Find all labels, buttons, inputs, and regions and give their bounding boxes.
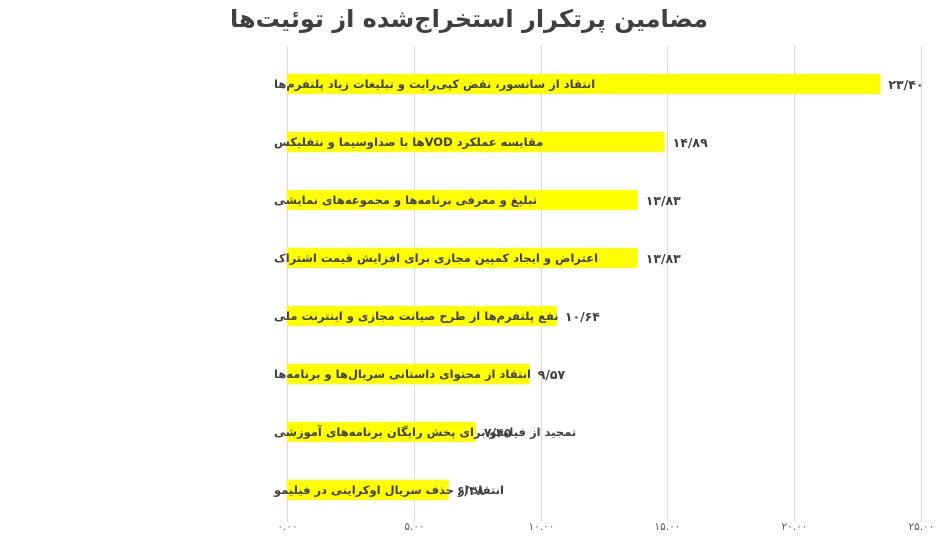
category-label: انتقاد از سانسور، نقض کپی‌رایت و تبلیغات… (274, 77, 595, 92)
x-tick-label: ۲۰.۰۰ (782, 521, 808, 533)
category-labels: انتقاد از سانسور، نقض کپی‌رایت و تبلیغات… (273, 77, 598, 498)
value-label: ۱۳/۸۳ (646, 193, 681, 208)
value-labels: ۲۳/۴۰ ۱۴/۸۹ ۱۳/۸۳ ۱۳/۸۳ ۱۰/۶۴ ۹/۵۷ ۷/۴۵ ۶/۳۸ (457, 77, 924, 498)
value-label: ۶/۳۸ (457, 483, 485, 498)
bar (287, 190, 638, 210)
value-label: ۷/۴۵ (484, 425, 512, 440)
bar (287, 248, 638, 268)
x-tick-label: ۰.۰۰ (277, 521, 297, 533)
bar (287, 480, 449, 500)
category-label: نفع پلتفرم‌ها از طرح صیانت مجازی و اینتر… (274, 309, 559, 324)
bar (287, 132, 665, 152)
x-tick-label: ۲۵.۰۰ (909, 521, 935, 533)
value-label: ۱۰/۶۴ (565, 309, 600, 324)
category-label: تبلیغ و معرفی برنامه‌ها و مجموعه‌های نما… (274, 193, 537, 208)
value-label: ۹/۵۷ (538, 367, 566, 382)
x-tick-label: ۱۵.۰۰ (655, 521, 681, 533)
value-label: ۲۳/۴۰ (888, 77, 923, 92)
value-label: ۱۴/۸۹ (673, 135, 708, 150)
category-label: انتقاد از حذف سریال اوکراینی در فیلیمو (273, 483, 504, 498)
category-label: انتقاد از محتوای داستانی سریال‌ها و برنا… (274, 367, 531, 382)
gridlines (287, 46, 922, 522)
x-axis-ticks: ۰.۰۰ ۵.۰۰ ۱۰.۰۰ ۱۵.۰۰ ۲۰.۰۰ ۲۵.۰۰ (277, 521, 934, 533)
value-label: ۱۳/۸۳ (646, 251, 681, 266)
category-label: تمجید از فیلیمو برای پخش رایگان برنامه‌ه… (274, 425, 576, 440)
bar (287, 306, 557, 326)
x-tick-label: ۱۰.۰۰ (529, 521, 555, 533)
bar (287, 74, 881, 94)
category-label: مقایسه عملکرد VODها با صداوسیما و نتفلیک… (274, 135, 543, 150)
bars (287, 74, 881, 500)
x-tick-label: ۵.۰۰ (404, 521, 424, 533)
bar (287, 364, 530, 384)
bar (287, 422, 476, 442)
chart-title: مضامین پرتکرار استخراج‌شده از توئیت‌ها (230, 5, 708, 33)
category-label: اعتراض و ایجاد کمپین مجازی برای افزایش ق… (274, 251, 598, 266)
